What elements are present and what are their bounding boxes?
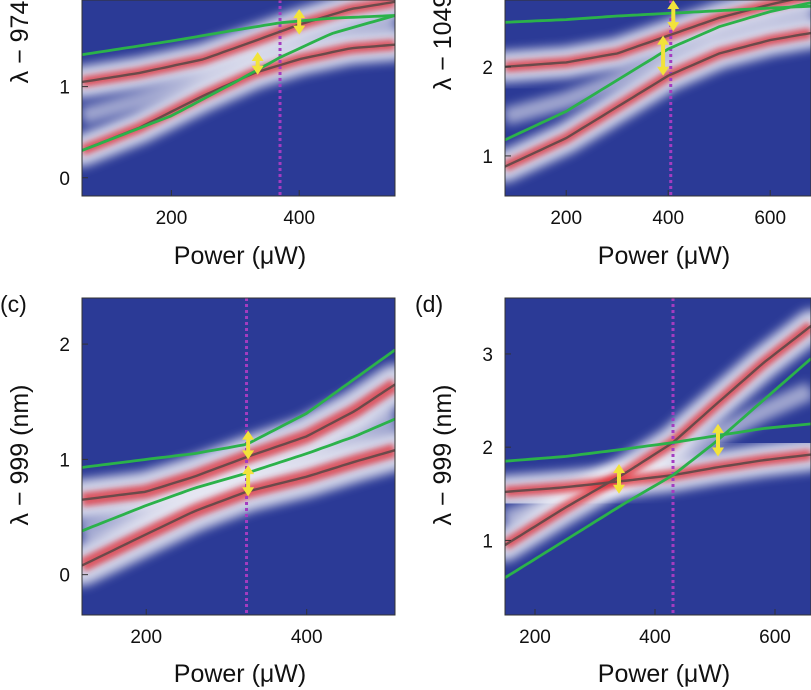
plot-area [505, 0, 811, 196]
panel-label: (d) [415, 291, 443, 317]
coupled-mode-curve [82, 14, 395, 152]
x-tick-label: 400 [291, 627, 323, 648]
y-axis-label: λ − 974 [6, 1, 34, 84]
x-tick-label: 600 [754, 208, 786, 229]
polariton-fit-curve [505, 453, 811, 494]
x-tick-label: 600 [759, 627, 791, 648]
y-tick-label: 1 [482, 531, 493, 552]
x-tick-label: 200 [550, 208, 582, 229]
plot-area [505, 298, 811, 615]
y-tick-label: 1 [482, 147, 493, 168]
polariton-fit-curve [82, 383, 395, 501]
plot-frame [81, 297, 396, 616]
splitting-arrow [242, 465, 255, 497]
x-tick-label: 200 [156, 208, 188, 229]
coupled-mode-curve [82, 417, 395, 533]
emission-band-glow [505, 5, 811, 126]
plot-frame [81, 0, 396, 197]
x-tick-label: 200 [130, 627, 162, 648]
x-axis-label: Power (μW) [598, 660, 730, 688]
splitting-arrow [251, 51, 264, 75]
plot-frame [504, 0, 811, 197]
panel-4: 200 400 600 1 2 3 Power (μW) λ − 999 (nm) (d) [415, 291, 811, 688]
y-tick-label: 2 [482, 438, 493, 459]
polariton-fit-curve [505, 0, 797, 68]
splitting-arrow [657, 35, 670, 76]
y-axis-label: λ − 999 (nm) [6, 384, 34, 525]
y-tick-label: 1 [59, 78, 70, 99]
plot-area [82, 0, 395, 196]
coupled-mode-curve [505, 422, 811, 463]
plot-frame [504, 297, 811, 616]
plot-area [82, 298, 395, 615]
y-axis-label: λ − 999 (nm) [429, 384, 457, 525]
y-tick-label: 1 [59, 450, 70, 471]
y-axis-label: λ − 1049 [429, 0, 457, 90]
splitting-arrow [667, 0, 680, 32]
coupled-mode-curve [505, 1, 811, 142]
panel-1: 200 400 0 1 Power (μW) λ − 974 [6, 0, 396, 270]
x-axis-label: Power (μW) [174, 242, 306, 270]
x-tick-label: 400 [283, 208, 315, 229]
coupled-mode-curve [82, 14, 395, 57]
panel-label: (c) [0, 291, 27, 317]
y-tick-label: 3 [482, 345, 493, 366]
x-tick-label: 400 [639, 627, 671, 648]
splitting-arrow [293, 9, 306, 35]
y-tick-label: 0 [59, 566, 70, 587]
coupled-mode-curve [82, 348, 395, 469]
x-axis-label: Power (μW) [174, 660, 306, 688]
coupled-mode-curve [505, 357, 811, 579]
splitting-arrow [712, 423, 724, 457]
x-axis-label: Power (μW) [598, 242, 730, 270]
polariton-fit-curve [82, 449, 395, 567]
panel-2: 200 400 600 1 2 Power (μW) λ − 1049 [429, 0, 811, 270]
splitting-arrow [613, 463, 625, 494]
coupled-mode-curve [505, 4, 811, 24]
x-tick-label: 200 [519, 627, 551, 648]
splitting-arrow [242, 430, 255, 460]
y-tick-label: 2 [482, 58, 493, 79]
polariton-fit-curve [82, 0, 395, 84]
y-tick-label: 2 [59, 335, 70, 356]
y-tick-label: 0 [59, 169, 70, 190]
polariton-fit-curve [505, 31, 811, 168]
x-tick-label: 400 [652, 208, 684, 229]
panel-3: 200 400 0 1 2 Power (μW) λ − 999 (nm) (c) [0, 291, 396, 688]
emission-band-glow [505, 381, 811, 528]
polariton-fit-curve [505, 325, 811, 547]
